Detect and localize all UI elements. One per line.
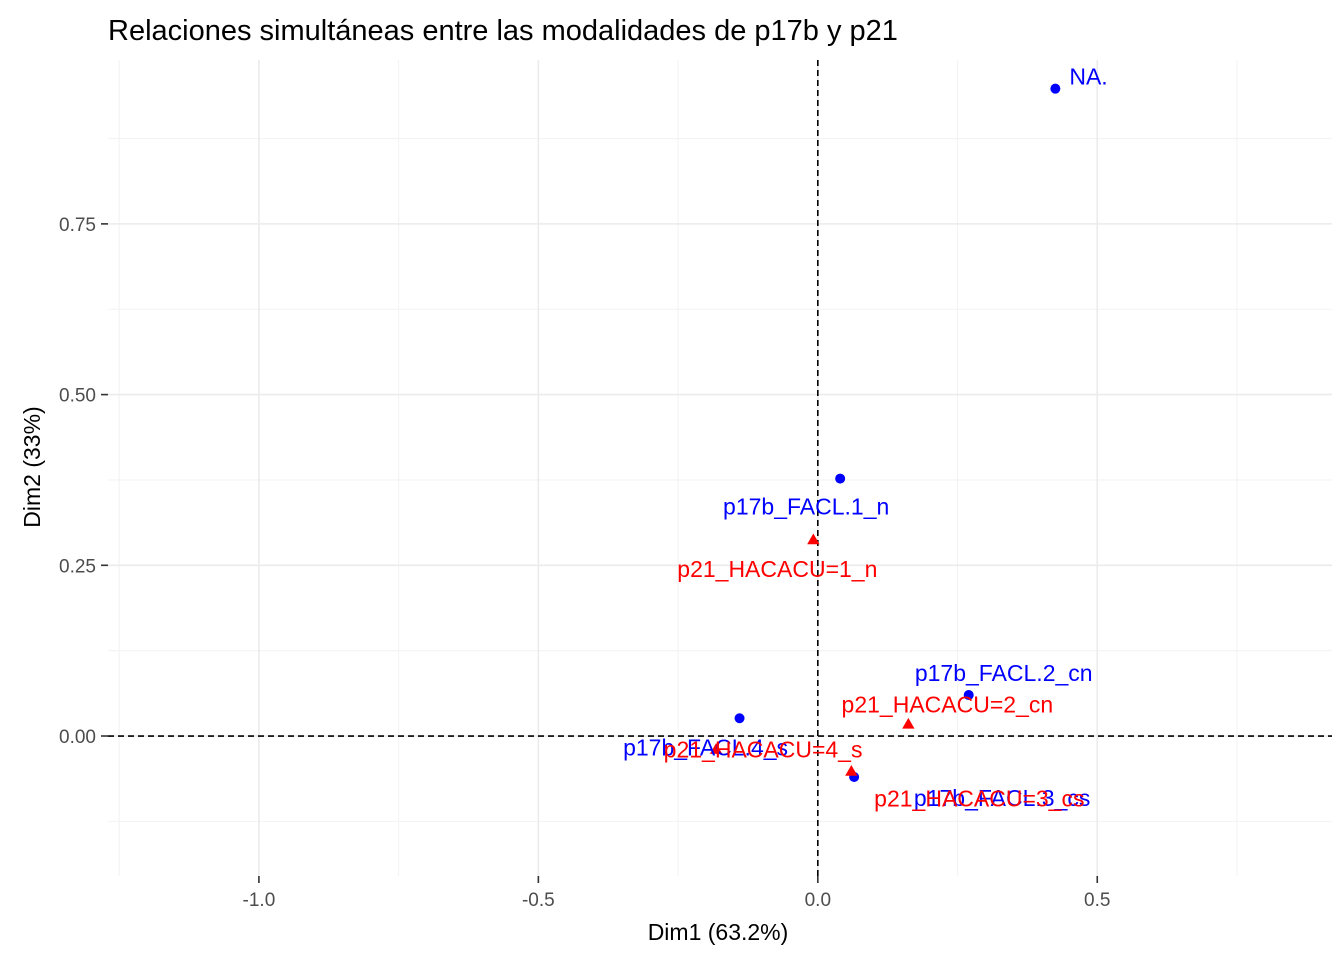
reference-lines (108, 60, 1332, 876)
data-point (902, 717, 915, 729)
point-label: p21_HACACU=3_cs (874, 786, 1084, 812)
point-label: p17b_FACL.2_cn (915, 660, 1093, 686)
point-label: p21_HACACU=4_s (664, 737, 863, 763)
point-label: p17b_FACL.3_cs (914, 785, 1090, 811)
minor-gridlines (108, 60, 1332, 876)
y-axis-title: Dim2 (33%) (19, 406, 45, 527)
chart-title: Relaciones simultáneas entre las modalid… (108, 15, 898, 47)
point-label: p17b_FACL.4_s (623, 734, 788, 760)
data-point (807, 533, 820, 545)
y-tick-label: 0.25 (59, 556, 96, 577)
x-tick-label: -0.5 (522, 890, 555, 911)
axis-ticks: -1.0 -0.5 0.0 0.5 0.00 0.25 0.50 0.75 (59, 215, 1110, 911)
x-tick-label: 0.0 (805, 890, 831, 911)
data-point (1050, 83, 1061, 94)
point-label: NA. (1069, 64, 1107, 90)
x-axis-title: Dim1 (63.2%) (648, 919, 789, 945)
data-point (845, 765, 858, 776)
data-point (963, 690, 974, 701)
point-label: p21_HACACU=1_n (677, 556, 877, 582)
data-point (734, 713, 745, 724)
y-tick-label: 0.75 (59, 215, 96, 236)
y-tick-label: 0.50 (59, 386, 96, 407)
point-label: p21_HACACU=2_cn (842, 691, 1054, 717)
data-points (709, 83, 1061, 782)
x-tick-label: -1.0 (243, 890, 276, 911)
point-labels: NA. p17b_FACL.1_n p17b_FACL.2_cn p17b_FACL.… (623, 64, 1108, 812)
data-point (709, 743, 723, 754)
point-label: p17b_FACL.1_n (723, 494, 889, 520)
y-tick-label: 0.00 (59, 727, 96, 748)
x-tick-label: 0.5 (1084, 890, 1110, 911)
data-point (835, 473, 846, 484)
